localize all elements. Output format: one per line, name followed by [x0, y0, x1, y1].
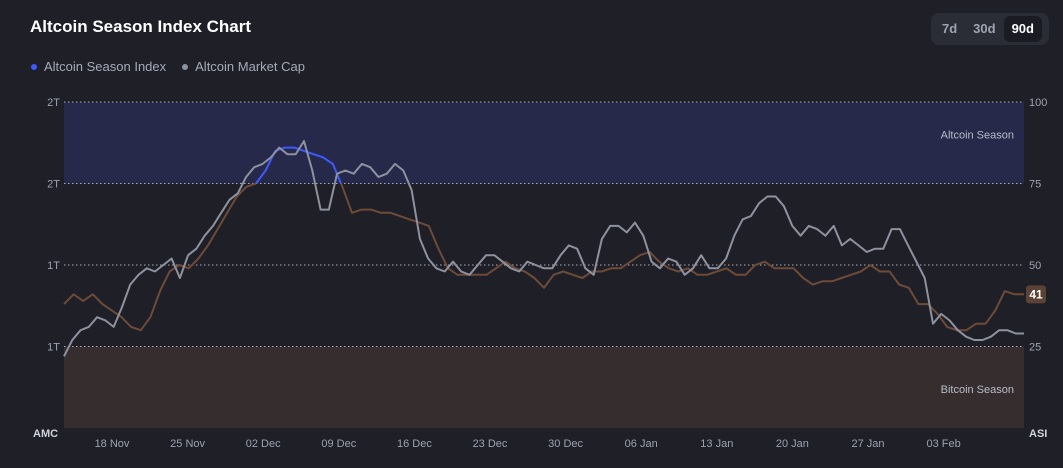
- left-tick-label: 1T: [47, 342, 60, 354]
- season-index-line: [340, 183, 1024, 332]
- blue-dot-icon: [31, 63, 37, 70]
- range-90d-button[interactable]: 90d: [1003, 16, 1042, 42]
- right-axis-title: ASI: [1029, 428, 1047, 440]
- chart-legend: Altcoin Season Index Altcoin Market Cap: [31, 59, 321, 74]
- range-30d-button[interactable]: 30d: [973, 21, 996, 36]
- legend-item-market-cap[interactable]: Altcoin Market Cap: [182, 59, 305, 74]
- x-tick-label: 23 Dec: [473, 438, 508, 450]
- bitcoin-season-zone: [64, 346, 1024, 428]
- legend-label-market-cap: Altcoin Market Cap: [195, 59, 305, 74]
- x-tick-label: 09 Dec: [321, 438, 356, 450]
- range-7d-button[interactable]: 7d: [942, 21, 958, 36]
- x-tick-label: 27 Jan: [851, 438, 884, 450]
- x-tick-label: 06 Jan: [625, 438, 658, 450]
- x-tick-label: 13 Jan: [700, 438, 733, 450]
- time-range-selector: 7d 30d 90d: [931, 13, 1049, 45]
- left-tick-label: 2T: [47, 97, 60, 109]
- left-axis-title: AMC: [33, 428, 58, 440]
- x-tick-label: 25 Nov: [170, 438, 205, 450]
- right-tick-label: 100: [1029, 97, 1047, 109]
- chart-title: Altcoin Season Index Chart: [30, 17, 252, 36]
- altcoin-season-label: Altcoin Season: [941, 130, 1014, 142]
- legend-label-index: Altcoin Season Index: [44, 59, 167, 74]
- altcoin-season-zone: [64, 102, 1024, 184]
- x-tick-label: 30 Dec: [548, 438, 583, 450]
- right-tick-label: 50: [1029, 260, 1041, 272]
- current-value-label: 41: [1029, 287, 1043, 301]
- right-tick-label: 75: [1029, 179, 1041, 191]
- x-tick-label: 20 Jan: [776, 438, 809, 450]
- market-cap-line: [63, 140, 1024, 357]
- x-tick-label: 02 Dec: [246, 438, 281, 450]
- right-tick-label: 25: [1029, 342, 1041, 354]
- left-tick-label: 1T: [47, 260, 60, 272]
- gray-dot-icon: [182, 63, 189, 70]
- current-value-badge: [1026, 285, 1046, 304]
- bitcoin-season-label: Bitcoin Season: [941, 384, 1014, 396]
- legend-item-index[interactable]: Altcoin Season Index: [31, 59, 166, 74]
- left-tick-label: 2T: [47, 179, 60, 191]
- x-tick-label: 18 Nov: [95, 438, 130, 450]
- x-tick-label: 03 Feb: [926, 438, 960, 450]
- x-tick-label: 16 Dec: [397, 438, 432, 450]
- season-index-line: [63, 182, 257, 332]
